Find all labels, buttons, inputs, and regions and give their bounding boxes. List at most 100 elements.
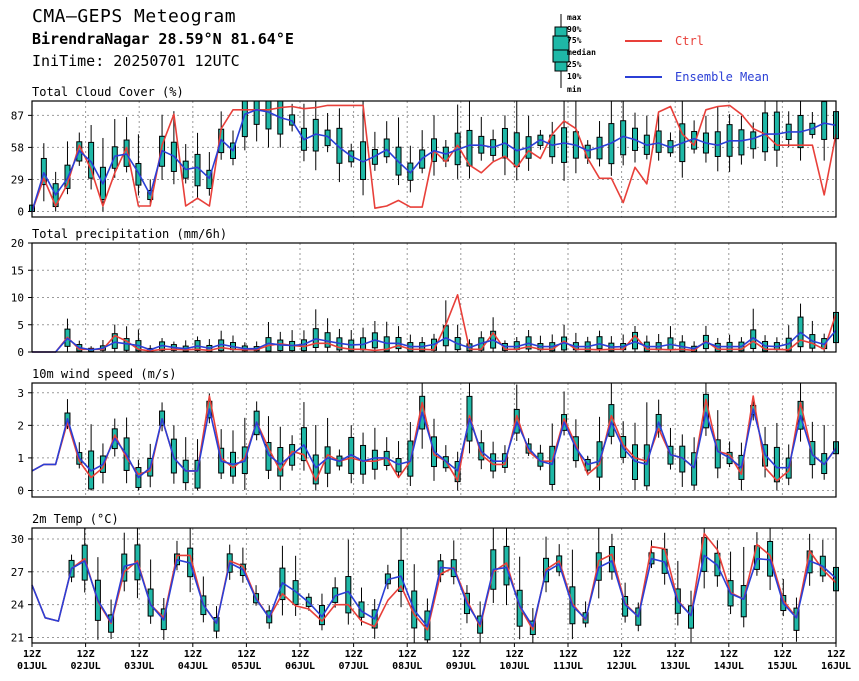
y-tick-label: 0	[17, 205, 24, 218]
panel-title: 10m wind speed (m/s)	[32, 367, 177, 381]
legend-box-label: 25%	[567, 60, 582, 69]
x-tick-day: 03JUL	[124, 661, 154, 672]
plot-frame	[31, 242, 837, 353]
x-tick-day: 15JUL	[767, 661, 797, 672]
y-tick-label: 27	[11, 566, 24, 579]
x-tick-hour: 12Z	[184, 649, 202, 660]
box-body	[253, 100, 260, 125]
x-tick-day: 16JUL	[821, 661, 851, 672]
box-body	[691, 452, 698, 486]
box-body	[773, 111, 780, 151]
panel-2: Total precipitation (mm/6h) 0 5 10 15 20	[11, 227, 839, 359]
legend-box-label: 90%	[567, 25, 582, 34]
box-body	[213, 617, 220, 632]
box-body	[194, 459, 201, 489]
y-tick-label: 0	[17, 484, 24, 497]
mean-line	[31, 109, 837, 212]
box-body	[265, 100, 272, 130]
box-body	[596, 336, 603, 350]
box-body	[194, 153, 201, 187]
box-body	[688, 605, 695, 629]
legend-box-label: max	[567, 13, 582, 22]
x-tick-day: 10JUL	[499, 661, 529, 672]
x-tick-day: 08JUL	[392, 661, 422, 672]
legend-box-label: median	[567, 47, 596, 57]
plot-frame	[31, 100, 837, 218]
x-tick-hour: 12Z	[666, 649, 684, 660]
box-body	[740, 585, 747, 618]
x-tick-hour: 12Z	[77, 649, 95, 660]
x-tick-hour: 12Z	[827, 649, 845, 660]
mean-line	[31, 554, 837, 628]
box-body	[312, 328, 319, 348]
x-tick-day: 13JUL	[660, 661, 690, 672]
panel-title: Total Cloud Cover (%)	[32, 85, 184, 99]
x-tick-day: 06JUL	[285, 661, 315, 672]
legend: max 90% 75% median 25% 10% min Ctrl Ensemble Mea…	[552, 13, 769, 94]
panel-3: 10m wind speed (m/s) 0 1 2 3	[17, 367, 839, 498]
y-tick-label: 58	[11, 141, 24, 154]
x-tick-hour: 12Z	[23, 649, 41, 660]
box-body	[767, 540, 774, 577]
box-body	[277, 447, 284, 477]
box-body	[358, 601, 365, 618]
box-body	[643, 444, 650, 487]
x-tick-day: 02JUL	[71, 661, 101, 672]
y-tick-label: 87	[11, 109, 24, 122]
y-tick-label: 1	[17, 452, 24, 465]
box-body	[111, 333, 118, 349]
x-tick-hour: 12Z	[237, 649, 255, 660]
x-tick-day: 05JUL	[231, 661, 261, 672]
x-tick-hour: 12Z	[720, 649, 738, 660]
panel-title: 2m Temp (°C)	[32, 512, 119, 526]
panel-4: 2m Temp (°C) 21 24 27 30	[11, 512, 839, 645]
box-body	[608, 546, 615, 573]
x-tick-hour: 12Z	[505, 649, 523, 660]
init-time-label: IniTime: 20250701 12UTC	[32, 52, 240, 70]
x-tick-hour: 12Z	[613, 649, 631, 660]
location-label: BirendraNagar 28.59°N 81.64°E	[32, 30, 294, 48]
x-tick-hour: 12Z	[452, 649, 470, 660]
y-tick-label: 15	[11, 264, 24, 277]
y-tick-label: 30	[11, 533, 24, 546]
plot-frame	[31, 382, 837, 498]
legend-mean-label: Ensemble Mean	[675, 70, 769, 84]
box-body	[793, 607, 800, 631]
box-body	[383, 138, 390, 158]
box-body	[312, 454, 319, 485]
x-tick-day: 07JUL	[339, 661, 369, 672]
x-tick-day: 14JUL	[714, 661, 744, 672]
mean-line	[32, 329, 837, 353]
panel-1: Total Cloud Cover (%) 0 29 58 87	[11, 85, 839, 218]
legend-ctrl-label: Ctrl	[675, 34, 704, 48]
box-body	[206, 169, 213, 189]
legend-box-label: 10%	[567, 72, 582, 81]
x-tick-day: 01JUL	[17, 661, 47, 672]
x-tick-day: 11JUL	[553, 661, 583, 672]
y-tick-label: 10	[11, 292, 24, 305]
y-tick-label: 21	[11, 632, 24, 645]
legend-box-lower	[554, 61, 568, 72]
x-tick-day: 04JUL	[178, 661, 208, 672]
box-body	[655, 130, 662, 153]
box-body	[821, 101, 828, 140]
box-body	[371, 449, 378, 470]
y-tick-label: 20	[11, 237, 24, 250]
y-tick-label: 5	[17, 319, 24, 332]
x-tick-day: 12JUL	[607, 661, 637, 672]
box-body	[40, 157, 47, 186]
x-tick-hour: 12Z	[773, 649, 791, 660]
legend-box-label: 75%	[567, 36, 582, 45]
x-tick-hour: 12Z	[398, 649, 416, 660]
box-body	[750, 131, 757, 150]
x-tick-hour: 12Z	[559, 649, 577, 660]
legend-box-label: min	[567, 84, 582, 94]
mean-line	[31, 408, 837, 479]
y-tick-label: 0	[17, 346, 24, 359]
x-tick-day: 09JUL	[446, 661, 476, 672]
x-tick-hour: 12Z	[130, 649, 148, 660]
box-body	[762, 112, 769, 153]
legend-box-upper	[554, 26, 568, 37]
